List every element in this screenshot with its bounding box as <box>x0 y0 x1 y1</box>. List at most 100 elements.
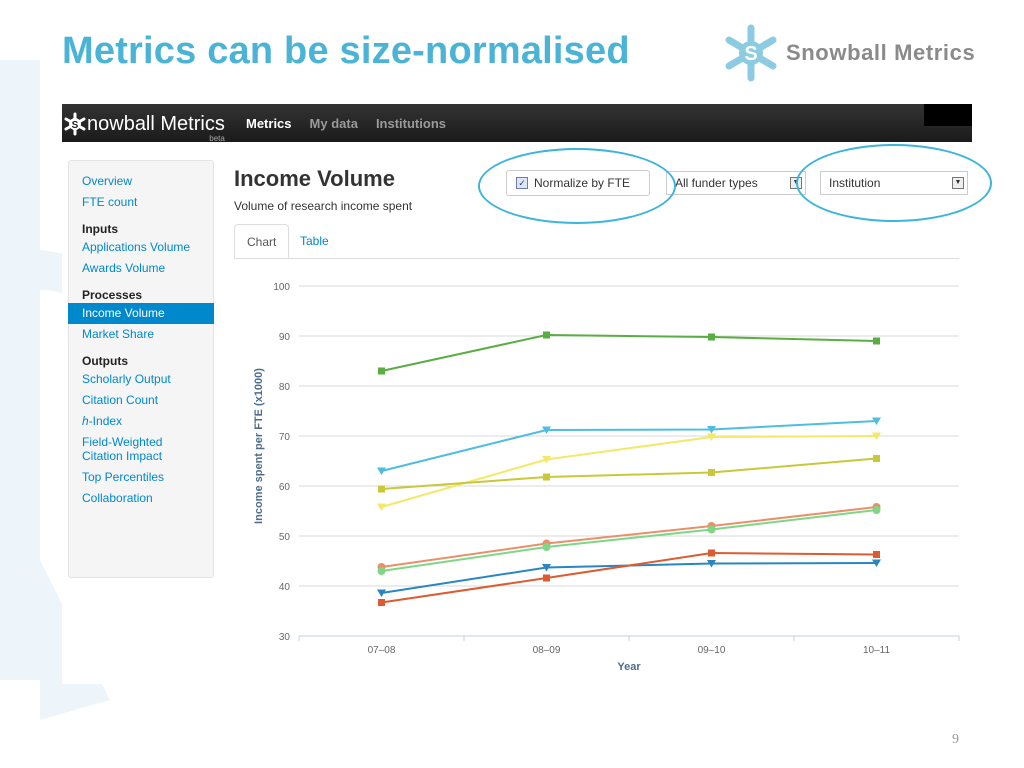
data-point-square <box>378 367 385 375</box>
y-tick-label: 70 <box>279 432 291 443</box>
series-line <box>381 435 877 508</box>
data-point-square <box>543 473 550 481</box>
data-point-square <box>873 337 880 345</box>
fwci-line2: Citation Impact <box>82 449 163 463</box>
page-number: 9 <box>952 732 959 747</box>
nav-institutions[interactable]: Institutions <box>375 115 446 131</box>
sidebar-item-market-share[interactable]: Market Share <box>82 327 155 341</box>
sidebar-item-scholarly-output[interactable]: Scholarly Output <box>82 372 171 386</box>
data-point-triangle <box>872 559 881 567</box>
app-screenshot: S nowball Metrics beta Metrics My data I… <box>62 104 992 684</box>
data-point-triangle <box>377 503 386 511</box>
data-point-triangle <box>872 432 881 440</box>
nav-metrics[interactable]: Metrics <box>246 115 292 131</box>
nav-my-data[interactable]: My data <box>309 115 358 131</box>
sidebar-item-overview[interactable]: Overview <box>82 174 133 188</box>
brand-text: nowball Metrics <box>87 112 225 135</box>
x-tick-label: 10–11 <box>863 645 891 656</box>
data-point-square <box>873 551 880 558</box>
data-point-triangle <box>542 456 551 464</box>
sidebar-heading-processes: Processes <box>82 288 143 302</box>
data-point-circle <box>542 543 551 551</box>
tab-table[interactable]: Table <box>300 234 329 248</box>
data-point-triangle <box>542 564 551 572</box>
income-volume-chart: 30 40 50 60 70 80 90 100 07–08 08–09 09–10 10–11 Ye… <box>253 282 960 673</box>
series-line <box>381 457 877 490</box>
funder-select-value: All funder types <box>675 176 758 190</box>
sidebar-item-h-index[interactable]: h-Index <box>69 411 213 432</box>
data-point-square <box>708 333 715 341</box>
x-tick-label: 07–08 <box>368 645 396 656</box>
sidebar-item-fwci[interactable]: Field-Weighted Citation Impact <box>69 432 213 467</box>
svg-text:S: S <box>72 120 79 131</box>
data-point-square <box>378 599 385 606</box>
sidebar-item-citation-count[interactable]: Citation Count <box>82 393 159 407</box>
sidebar-item-collaboration[interactable]: Collaboration <box>82 491 153 505</box>
data-point-square <box>543 574 550 582</box>
sidebar-item-awards-volume[interactable]: Awards Volume <box>82 261 166 275</box>
data-point-triangle <box>707 433 716 441</box>
y-tick-label: 60 <box>279 482 291 493</box>
h-index-suffix: -Index <box>88 414 123 428</box>
h-index-h: h <box>82 414 89 428</box>
beta-badge: beta <box>209 134 225 143</box>
series-line <box>381 551 877 604</box>
data-point-triangle <box>377 467 386 475</box>
highlight-ellipse-institution <box>796 144 992 222</box>
sidebar-item-applications-volume[interactable]: Applications Volume <box>82 240 191 254</box>
y-tick-label: 30 <box>279 632 291 643</box>
data-point-triangle <box>707 426 716 434</box>
x-tick-label: 08–09 <box>533 645 561 656</box>
sidebar-heading-outputs: Outputs <box>82 354 128 368</box>
sidebar-item-fte-count[interactable]: FTE count <box>82 195 138 209</box>
page-subtitle: Volume of research income spent <box>234 199 413 213</box>
snowflake-logo-icon: S <box>725 24 777 82</box>
sidebar-item-income-volume[interactable]: Income Volume <box>68 303 214 324</box>
snowflake-brand-icon: S <box>64 112 86 136</box>
series-line <box>381 562 877 594</box>
fwci-line1: Field-Weighted <box>82 435 163 449</box>
slide-title: Metrics can be size-normalised <box>62 30 630 72</box>
data-point-circle <box>872 506 881 514</box>
chart-series <box>377 331 881 606</box>
data-point-triangle <box>872 417 881 425</box>
data-point-square <box>378 485 385 493</box>
redacted-user-area <box>924 104 972 126</box>
chart-tick-labels: 30 40 50 60 70 80 90 100 07–08 08–09 09–10 10–11 <box>273 282 890 656</box>
series-line <box>381 420 877 472</box>
series-line <box>381 509 877 572</box>
page-title: Income Volume <box>234 166 395 191</box>
series-line <box>381 333 877 372</box>
data-point-circle <box>707 525 716 534</box>
data-point-square <box>543 331 550 339</box>
view-tabs: Chart Table <box>234 224 959 259</box>
logo-text: Snowball Metrics <box>786 40 976 65</box>
y-tick-label: 90 <box>279 332 291 343</box>
sidebar-item-top-percentiles[interactable]: Top Percentiles <box>82 470 165 484</box>
highlight-ellipse-normalize <box>478 148 676 224</box>
brand[interactable]: S nowball Metrics beta <box>64 108 225 143</box>
y-tick-label: 40 <box>279 582 291 593</box>
nav-links: Metrics My data Institutions <box>246 104 464 142</box>
data-point-square <box>708 469 715 476</box>
sidebar: Overview FTE count Inputs Applications V… <box>68 160 214 578</box>
data-point-circle <box>377 567 386 575</box>
sidebar-heading-inputs: Inputs <box>82 222 118 236</box>
tab-chart[interactable]: Chart <box>234 224 290 258</box>
data-point-triangle <box>377 589 386 597</box>
series-line <box>381 506 877 568</box>
y-tick-label: 50 <box>279 532 291 543</box>
top-navbar: S nowball Metrics beta Metrics My data I… <box>62 104 972 143</box>
data-point-triangle <box>542 426 551 434</box>
slide-logo: S Snowball Metrics <box>722 24 975 82</box>
y-tick-label: 80 <box>279 382 291 393</box>
data-point-square <box>873 455 880 462</box>
svg-text:S: S <box>744 43 757 65</box>
data-point-square <box>708 549 715 557</box>
x-axis-label: Year <box>617 661 641 673</box>
y-tick-label: 100 <box>273 282 290 293</box>
y-axis-label: Income spent per FTE (x1000) <box>253 368 265 524</box>
chart-grid <box>298 285 960 641</box>
data-point-triangle <box>707 560 716 568</box>
x-tick-label: 09–10 <box>698 645 726 656</box>
